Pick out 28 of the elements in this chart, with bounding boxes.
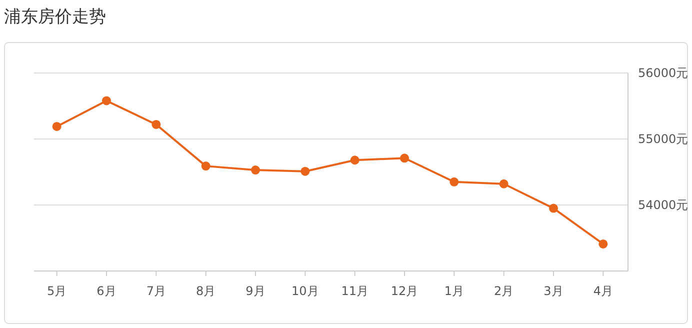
point bbox=[450, 177, 459, 186]
x-tick-label: 10月 bbox=[292, 284, 319, 298]
y-tick-label: 55000元 bbox=[638, 132, 688, 146]
point bbox=[549, 204, 558, 213]
point bbox=[251, 166, 260, 175]
chart-title: 浦东房价走势 bbox=[4, 7, 106, 27]
y-tick-label: 56000元 bbox=[638, 66, 688, 80]
x-tick-label: 9月 bbox=[246, 284, 266, 298]
point bbox=[499, 179, 508, 188]
x-tick-label: 3月 bbox=[544, 284, 564, 298]
y-tick-label: 54000元 bbox=[638, 198, 688, 212]
point bbox=[400, 154, 409, 163]
point bbox=[52, 122, 62, 131]
point bbox=[102, 96, 111, 106]
point bbox=[201, 162, 210, 171]
x-tick-label: 6月 bbox=[96, 284, 116, 298]
x-tick-label: 2月 bbox=[494, 284, 514, 298]
x-tick-label: 12月 bbox=[390, 284, 418, 298]
x-tick-label: 8月 bbox=[196, 284, 216, 298]
point bbox=[598, 239, 608, 248]
point bbox=[152, 120, 161, 129]
x-tick-label: 11月 bbox=[341, 284, 368, 298]
point bbox=[350, 156, 360, 165]
x-tick-label: 5月 bbox=[47, 284, 67, 298]
x-tick-label: 4月 bbox=[593, 284, 613, 298]
point bbox=[300, 166, 310, 176]
x-tick-label: 7月 bbox=[146, 284, 166, 298]
x-tick-label: 1月 bbox=[444, 284, 464, 298]
